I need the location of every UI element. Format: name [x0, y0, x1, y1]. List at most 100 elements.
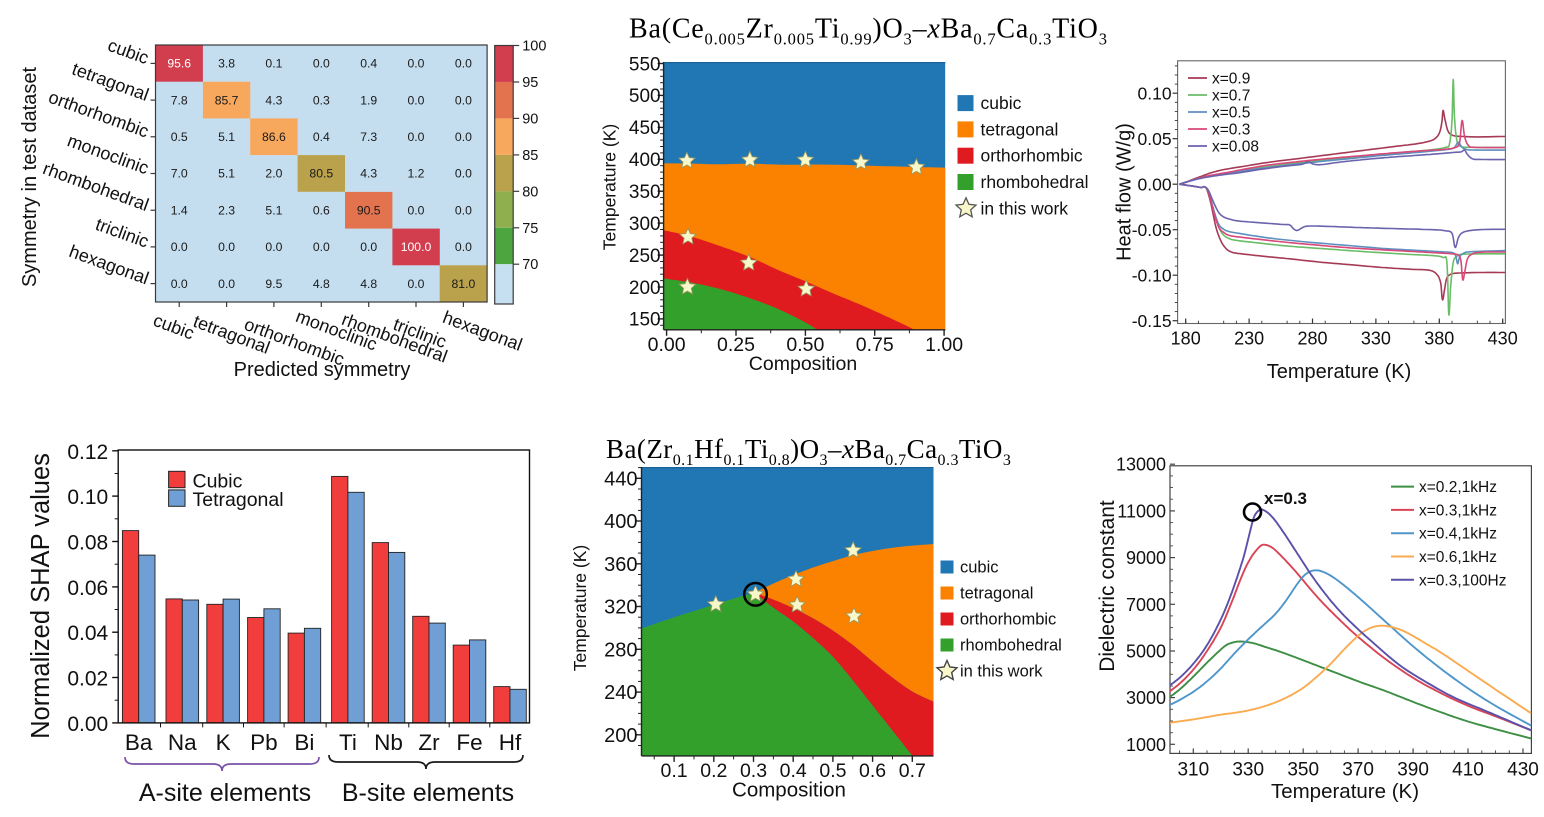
svg-text:95: 95 [522, 75, 538, 91]
svg-text:250: 250 [629, 246, 661, 267]
svg-text:13000: 13000 [1116, 455, 1166, 475]
svg-text:1.4: 1.4 [171, 203, 188, 217]
svg-text:0.0: 0.0 [360, 240, 377, 254]
svg-text:280: 280 [604, 639, 637, 661]
svg-text:triclinic: triclinic [93, 214, 152, 252]
svg-text:Ba: Ba [125, 730, 153, 755]
svg-text:280: 280 [1297, 329, 1327, 349]
svg-text:hexagonal: hexagonal [440, 307, 525, 355]
svg-text:Zr: Zr [418, 730, 440, 755]
svg-text:180: 180 [1171, 329, 1201, 349]
svg-text:0.0: 0.0 [408, 203, 425, 217]
svg-text:0.0: 0.0 [218, 277, 235, 291]
svg-text:0.0: 0.0 [455, 130, 472, 144]
svg-text:85.7: 85.7 [215, 93, 239, 107]
svg-text:x=0.9: x=0.9 [1212, 71, 1250, 88]
svg-text:90.5: 90.5 [357, 203, 381, 217]
svg-text:0.10: 0.10 [1138, 84, 1172, 104]
svg-text:350: 350 [1287, 759, 1319, 780]
svg-text:2.0: 2.0 [265, 167, 282, 181]
svg-text:0.00: 0.00 [648, 334, 686, 356]
svg-text:Predicted symmetry: Predicted symmetry [234, 359, 411, 381]
svg-text:Pb: Pb [250, 730, 278, 755]
svg-text:Normalized SHAP values: Normalized SHAP values [27, 453, 55, 739]
svg-text:Composition: Composition [749, 353, 857, 375]
svg-text:80.5: 80.5 [309, 167, 333, 181]
svg-text:4.8: 4.8 [313, 277, 330, 291]
svg-text:330: 330 [1361, 329, 1391, 349]
svg-text:0.4: 0.4 [313, 130, 330, 144]
svg-text:x=0.7: x=0.7 [1212, 88, 1250, 105]
svg-text:1.9: 1.9 [360, 93, 377, 107]
svg-text:0.0: 0.0 [455, 203, 472, 217]
svg-text:Composition: Composition [732, 779, 846, 802]
svg-text:320: 320 [604, 597, 637, 619]
svg-text:0.00: 0.00 [67, 713, 108, 736]
svg-text:0.5: 0.5 [819, 760, 846, 782]
svg-text:Tetragonal: Tetragonal [193, 489, 284, 511]
svg-text:100: 100 [522, 39, 546, 55]
svg-text:400: 400 [629, 150, 661, 171]
svg-text:500: 500 [629, 86, 661, 107]
svg-text:x=0.2,1kHz: x=0.2,1kHz [1419, 479, 1497, 496]
svg-text:3.8: 3.8 [218, 57, 235, 71]
svg-text:0.50: 0.50 [786, 334, 824, 356]
svg-text:7.3: 7.3 [360, 130, 377, 144]
svg-text:0.2: 0.2 [700, 760, 727, 782]
svg-text:5.1: 5.1 [265, 203, 282, 217]
svg-text:5.1: 5.1 [218, 130, 235, 144]
svg-text:0.3: 0.3 [740, 760, 767, 782]
svg-text:410: 410 [1452, 759, 1484, 780]
svg-text:Temperature (K): Temperature (K) [1267, 361, 1412, 383]
svg-text:7.0: 7.0 [171, 167, 188, 181]
svg-text:11000: 11000 [1117, 501, 1166, 521]
svg-text:1.2: 1.2 [408, 167, 425, 181]
svg-text:450: 450 [629, 118, 661, 139]
svg-text:0.25: 0.25 [717, 334, 755, 356]
svg-text:B-site elements: B-site elements [342, 779, 514, 807]
svg-text:80: 80 [522, 184, 538, 200]
svg-text:0.5: 0.5 [171, 130, 188, 144]
svg-text:440: 440 [604, 468, 637, 490]
svg-text:cubic: cubic [105, 35, 151, 68]
svg-text:3000: 3000 [1126, 688, 1166, 708]
svg-text:5000: 5000 [1126, 642, 1166, 662]
svg-text:Temperature (K): Temperature (K) [600, 124, 620, 250]
svg-text:0.0: 0.0 [455, 240, 472, 254]
svg-text:150: 150 [629, 310, 661, 331]
svg-text:300: 300 [629, 214, 661, 235]
svg-text:9.5: 9.5 [265, 277, 282, 291]
svg-text:in this work: in this work [960, 663, 1043, 681]
svg-text:70: 70 [522, 257, 538, 273]
svg-text:in this work: in this work [981, 198, 1069, 218]
svg-text:0.1: 0.1 [265, 57, 282, 71]
svg-text:200: 200 [604, 725, 637, 747]
svg-text:Temperature (K): Temperature (K) [1271, 780, 1419, 803]
svg-text:orthorhombic: orthorhombic [960, 611, 1056, 629]
svg-text:0.4: 0.4 [780, 760, 807, 782]
svg-text:K: K [216, 730, 231, 755]
svg-text:Ba(Ce0.005​Zr0.005​Ti0.99​)O3​: Ba(Ce0.005​Zr0.005​Ti0.99​)O3​–xBa0.7​Ca… [629, 13, 1108, 48]
svg-text:rhombohedral: rhombohedral [981, 172, 1089, 192]
svg-text:tetragonal: tetragonal [981, 119, 1059, 139]
svg-text:0.08: 0.08 [67, 532, 108, 555]
svg-text:0.02: 0.02 [67, 668, 108, 691]
svg-text:0.3: 0.3 [313, 93, 330, 107]
svg-text:430: 430 [1507, 759, 1539, 780]
svg-text:Nb: Nb [374, 730, 403, 755]
svg-text:0.06: 0.06 [67, 577, 108, 600]
svg-text:Dielectric constant: Dielectric constant [1096, 500, 1119, 672]
svg-text:0.0: 0.0 [171, 240, 188, 254]
svg-text:-0.15: -0.15 [1132, 311, 1172, 331]
svg-text:x=0.4,1kHz: x=0.4,1kHz [1419, 526, 1497, 543]
svg-text:0.75: 0.75 [856, 334, 894, 356]
svg-text:350: 350 [629, 182, 661, 203]
svg-text:0.05: 0.05 [1138, 129, 1172, 149]
svg-text:380: 380 [1424, 329, 1454, 349]
svg-text:4.3: 4.3 [265, 93, 282, 107]
svg-text:0.6: 0.6 [859, 760, 886, 782]
svg-text:81.0: 81.0 [452, 277, 476, 291]
svg-text:0.0: 0.0 [408, 93, 425, 107]
svg-text:0.00: 0.00 [1138, 175, 1172, 195]
svg-text:Temperature (K): Temperature (K) [570, 545, 590, 671]
